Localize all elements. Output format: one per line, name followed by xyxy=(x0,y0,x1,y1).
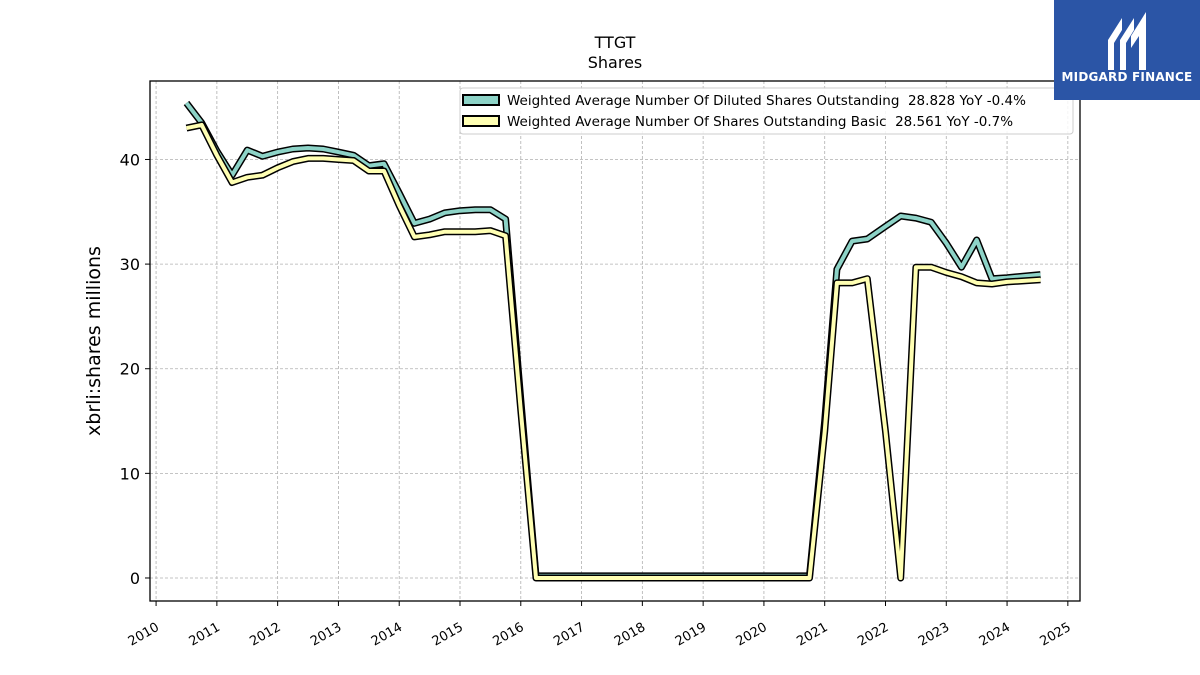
series-line xyxy=(186,122,1041,580)
y-axis-label: xbrli:shares millions xyxy=(83,246,105,436)
logo-mark-icon xyxy=(1108,12,1146,70)
y-tick-label: 30 xyxy=(120,255,140,274)
chart-subtitle: Shares xyxy=(588,53,643,72)
series-1 xyxy=(185,121,1041,582)
legend-label-basic: Weighted Average Number Of Shares Outsta… xyxy=(507,114,1013,130)
plot-frame xyxy=(149,80,1081,602)
y-tick-label: 0 xyxy=(130,569,140,588)
chart-title: TTGT xyxy=(594,33,636,52)
logo-wordmark: MIDGARD FINANCE xyxy=(1062,70,1193,84)
brand-logo: MIDGARD FINANCE xyxy=(1054,0,1200,100)
y-axis: 0 10 20 30 40 xyxy=(120,150,150,588)
legend-swatch-basic xyxy=(462,115,500,127)
series-line xyxy=(184,101,1041,578)
series-layer xyxy=(183,100,1041,582)
series-0 xyxy=(183,100,1041,580)
legend: Weighted Average Number Of Diluted Share… xyxy=(459,87,1074,135)
logo-background xyxy=(1054,0,1200,100)
y-tick-label: 20 xyxy=(120,360,140,379)
legend-box xyxy=(459,87,1074,135)
y-tick-label: 10 xyxy=(120,464,140,483)
legend-label-diluted: Weighted Average Number Of Diluted Share… xyxy=(507,93,1026,109)
y-tick-label: 40 xyxy=(120,150,140,169)
legend-swatch-diluted xyxy=(462,94,500,106)
